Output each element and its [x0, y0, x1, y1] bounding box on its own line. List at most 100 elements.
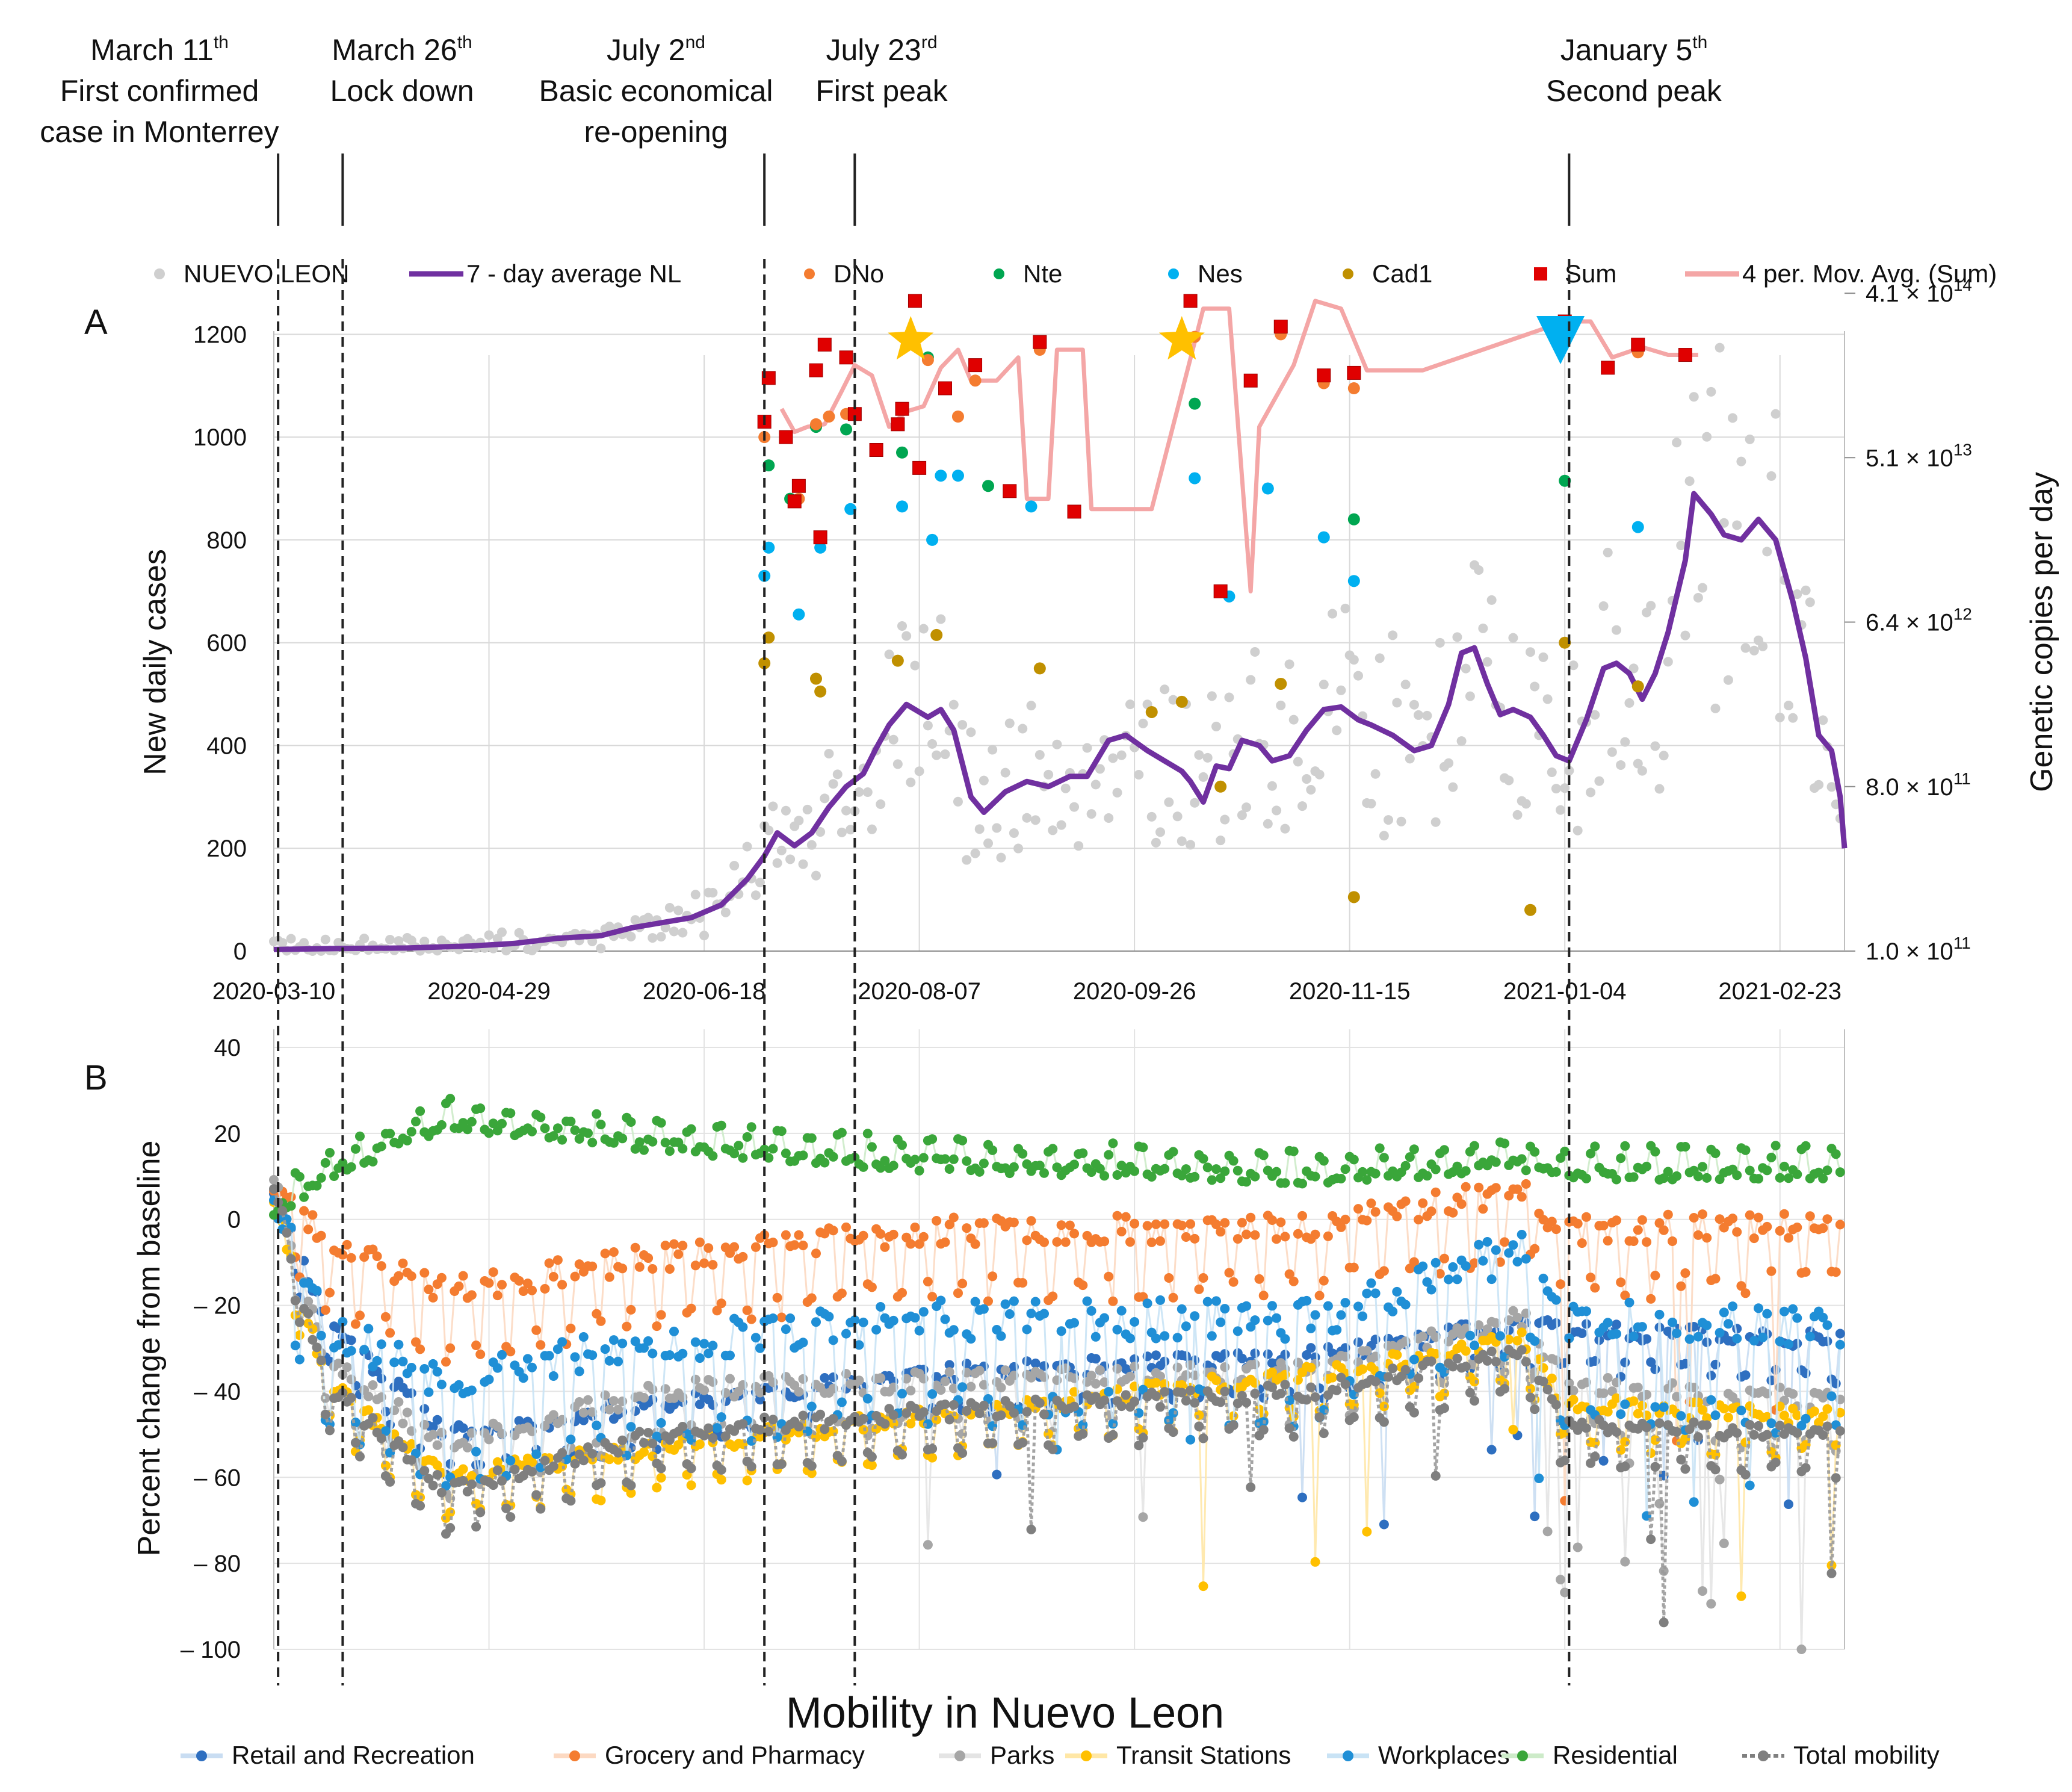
grocery-point [1693, 1230, 1703, 1240]
workplaces-point [1370, 1288, 1381, 1298]
grocery-point [350, 1319, 360, 1329]
total-point [910, 1403, 920, 1413]
nl-daily-point [1328, 609, 1338, 619]
y2-tick-label: 1.0 × 1011 [1866, 934, 1971, 965]
grocery-point [320, 1305, 330, 1315]
total-point [294, 1317, 305, 1327]
parks-point [1250, 1359, 1260, 1369]
workplaces-point [1336, 1310, 1346, 1320]
residential-point [1500, 1138, 1510, 1149]
parks-point [1633, 1382, 1643, 1392]
legend-label: 4 per. Mov. Avg. (Sum) [1742, 259, 1997, 288]
nl-daily-point [1366, 798, 1376, 808]
grocery-point [656, 1310, 666, 1320]
residential-point [759, 1144, 770, 1155]
residential-point [1228, 1156, 1239, 1166]
residential-point [1104, 1150, 1114, 1160]
parks-point [484, 1434, 494, 1445]
residential-point [944, 1164, 954, 1174]
grocery-point [1616, 1277, 1626, 1288]
workplaces-point [613, 1356, 623, 1366]
transit-point [1504, 1335, 1514, 1345]
nl-daily-point [1551, 784, 1561, 794]
nl-daily-point [514, 928, 524, 938]
nl-daily-point [1736, 456, 1746, 467]
total-point [471, 1522, 481, 1532]
residential-point [708, 1151, 718, 1161]
residential-point [1422, 1171, 1432, 1181]
legend-marker [994, 268, 1004, 279]
transit-point [742, 1475, 752, 1486]
nl-daily-point [1486, 595, 1497, 605]
parks-point [1654, 1499, 1665, 1508]
workplaces-point [871, 1325, 882, 1335]
y-tick-label: 1000 [193, 424, 247, 451]
transit-point [1568, 1395, 1579, 1405]
nl-daily-point [974, 824, 985, 834]
nl-daily-point [1207, 691, 1217, 701]
nl-daily-point [1547, 767, 1557, 777]
residential-point [1362, 1175, 1372, 1185]
nl-daily-point [948, 699, 959, 710]
nl-daily-point [1146, 811, 1157, 822]
parks-point [1090, 1378, 1101, 1389]
residential-point [957, 1135, 968, 1146]
workplaces-point [1280, 1334, 1290, 1344]
residential-point [1138, 1142, 1148, 1153]
sum-point [1601, 361, 1615, 375]
nl-daily-point [1336, 685, 1346, 695]
residential-point [914, 1165, 924, 1176]
workplaces-point [1745, 1480, 1755, 1490]
nl-daily-point [824, 749, 834, 759]
parks-point [432, 1440, 442, 1450]
total-point [1676, 1454, 1686, 1465]
legend-label: Cad1 [1372, 259, 1432, 288]
grocery-point [518, 1286, 528, 1296]
nl-daily-point [820, 793, 830, 804]
nl-daily-point [1762, 547, 1772, 557]
grocery-point [1500, 1237, 1510, 1247]
legend-marker [1168, 268, 1179, 279]
y-tick-label: 400 [206, 733, 247, 759]
total-point [806, 1461, 817, 1471]
parks-point [1125, 1371, 1135, 1381]
residential-point [1099, 1171, 1110, 1181]
residential-point [988, 1145, 998, 1155]
workplaces-point [1263, 1315, 1273, 1325]
nl-daily-point [1220, 814, 1230, 825]
nl-daily-point [1125, 699, 1135, 710]
workplaces-point [518, 1373, 528, 1383]
parks-point [1181, 1370, 1191, 1380]
total-point [1319, 1428, 1329, 1439]
grocery-point [1426, 1206, 1436, 1217]
transit-point [1508, 1425, 1518, 1434]
nes-point [951, 470, 964, 482]
total-point [979, 1400, 989, 1410]
residential-point [1168, 1147, 1178, 1157]
nl-daily-point [901, 631, 912, 641]
residential-point [1582, 1173, 1591, 1183]
transit-point [1461, 1346, 1471, 1356]
nl-daily-point [742, 842, 752, 852]
residential-point [566, 1117, 576, 1127]
residential-point [1232, 1165, 1243, 1176]
sum-point [839, 350, 853, 365]
workplaces-point [290, 1341, 300, 1351]
transit-point [906, 1419, 916, 1428]
workplaces-point [531, 1449, 542, 1459]
residential-point [716, 1120, 726, 1130]
legend-item: Transit Stations [1065, 1741, 1291, 1769]
total-point [880, 1419, 890, 1429]
nl-daily-point [1280, 823, 1290, 834]
workplaces-point [1538, 1273, 1548, 1283]
residential-point [1560, 1146, 1570, 1156]
residential-point [1762, 1165, 1772, 1176]
x-tick-label: 2020-11-15 [1289, 978, 1411, 1005]
total-point [1194, 1421, 1204, 1431]
total-point [704, 1423, 714, 1433]
workplaces-point [1186, 1434, 1196, 1445]
panel-b-legend: Retail and Recreation Grocery and Pharmac… [181, 1741, 1940, 1769]
grocery-point [1792, 1223, 1802, 1232]
grocery-point [342, 1239, 352, 1250]
